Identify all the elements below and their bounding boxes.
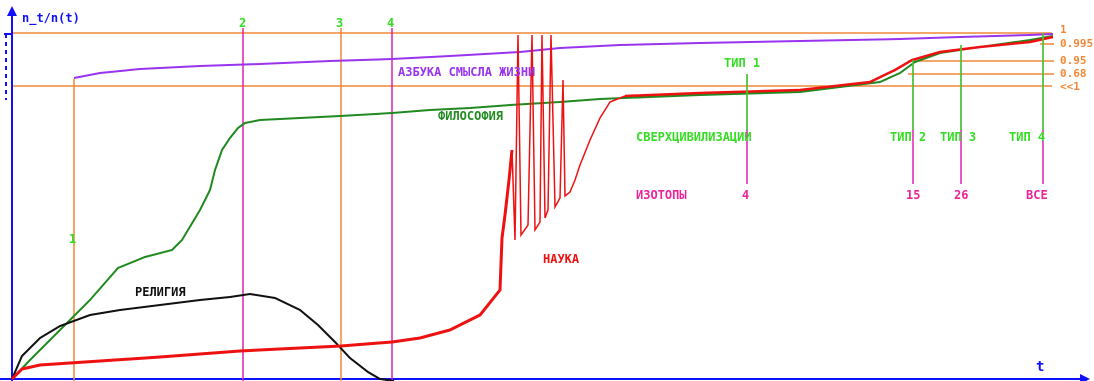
supercivilizations-label: СВЕРХЦИВИЛИЗАЦИИ xyxy=(636,130,752,144)
type-lines xyxy=(746,33,1044,184)
y-axis-label: n_t/n(t) xyxy=(22,11,80,26)
religion-curve xyxy=(11,292,395,381)
reference-lines xyxy=(12,32,1054,87)
scale-1: 1 xyxy=(1060,23,1067,36)
type-lines-green xyxy=(746,33,1044,130)
alphabet-label: АЗБУКА СМЫСЛА ЖИЗНИ xyxy=(398,65,535,79)
type-2-label: ТИП 2 xyxy=(890,130,926,144)
isotope-count-4: ВСЕ xyxy=(1026,188,1048,202)
science-curve xyxy=(10,149,514,381)
marker-4-label: 4 xyxy=(387,16,394,30)
science-curve-top xyxy=(624,35,1054,98)
type-3-label: ТИП 3 xyxy=(940,130,976,144)
philosophy-label: ФИЛОСОФИЯ xyxy=(438,109,503,123)
type-4-label: ТИП 4 xyxy=(1009,130,1045,144)
scale-ll1: <<1 xyxy=(1060,80,1080,93)
x-axis-label: t xyxy=(1036,359,1044,375)
y-axis-arrow xyxy=(7,6,17,16)
science-label: НАУКА xyxy=(543,252,580,266)
vertical-markers xyxy=(73,28,393,381)
religion-label: РЕЛИГИЯ xyxy=(135,285,186,299)
isotopes-label: ИЗОТОПЫ xyxy=(636,188,687,202)
marker-2-label: 2 xyxy=(239,16,246,30)
marker-3-label: 3 xyxy=(336,16,343,30)
scale-0995: 0.995 xyxy=(1060,37,1093,50)
scale-068: 0.68 xyxy=(1060,67,1087,80)
isotope-count-3: 26 xyxy=(954,188,968,202)
scale-095: 0.95 xyxy=(1060,54,1087,67)
isotope-count-1: 4 xyxy=(742,188,749,202)
type-1-label: ТИП 1 xyxy=(724,56,760,70)
alphabet-curve xyxy=(73,33,1054,79)
marker-1-label: 1 xyxy=(69,232,76,246)
science-curve-rise xyxy=(511,34,626,241)
philosophy-curve xyxy=(11,35,1054,380)
x-axis-arrow xyxy=(1080,374,1090,381)
isotope-count-2: 15 xyxy=(906,188,920,202)
